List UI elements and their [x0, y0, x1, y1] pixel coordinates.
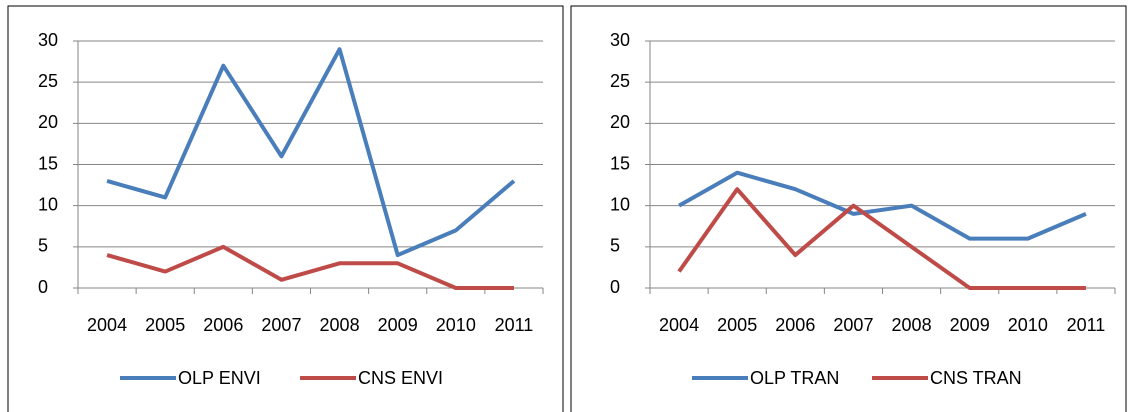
x-tick-label: 2005: [145, 315, 185, 335]
y-tick-label: 30: [38, 30, 58, 50]
x-tick-label: 2009: [378, 315, 418, 335]
chart-frame: [570, 5, 1127, 412]
x-tick-label: 2004: [659, 315, 699, 335]
legend-label: OLP TRAN: [750, 368, 839, 388]
y-tick-label: 20: [38, 112, 58, 132]
y-tick-label: 25: [610, 71, 630, 91]
x-tick-label: 2011: [495, 315, 534, 335]
x-tick-label: 2007: [261, 315, 301, 335]
y-tick-label: 15: [38, 153, 58, 173]
y-tick-label: 0: [610, 277, 620, 297]
series-line: [106, 47, 516, 258]
series-line: [678, 170, 1087, 241]
x-tick-label: 2007: [833, 315, 873, 335]
x-tick-label: 2008: [892, 315, 932, 335]
legend-label: CNS TRAN: [930, 368, 1022, 388]
chart-frame: [7, 5, 564, 412]
x-tick-label: 2010: [436, 315, 476, 335]
y-tick-label: 0: [38, 277, 48, 297]
x-tick-label: 2006: [203, 315, 243, 335]
y-tick-label: 10: [610, 194, 630, 214]
y-tick-label: 5: [38, 236, 48, 256]
series-line: [106, 244, 514, 290]
y-tick-label: 25: [38, 71, 58, 91]
x-tick-label: 2004: [87, 315, 127, 335]
x-tick-label: 2009: [950, 315, 990, 335]
x-tick-label: 2011: [1067, 315, 1106, 335]
y-tick-label: 30: [610, 30, 630, 50]
y-tick-label: 5: [610, 236, 620, 256]
y-tick-label: 10: [38, 194, 58, 214]
x-tick-label: 2010: [1008, 315, 1048, 335]
y-tick-label: 20: [610, 112, 630, 132]
x-tick-label: 2005: [717, 315, 757, 335]
legend-label: OLP ENVI: [178, 368, 261, 388]
x-tick-label: 2008: [320, 315, 360, 335]
x-tick-label: 2006: [775, 315, 815, 335]
legend-label: CNS ENVI: [358, 368, 443, 388]
series-line: [677, 187, 1086, 290]
y-tick-label: 15: [610, 153, 630, 173]
